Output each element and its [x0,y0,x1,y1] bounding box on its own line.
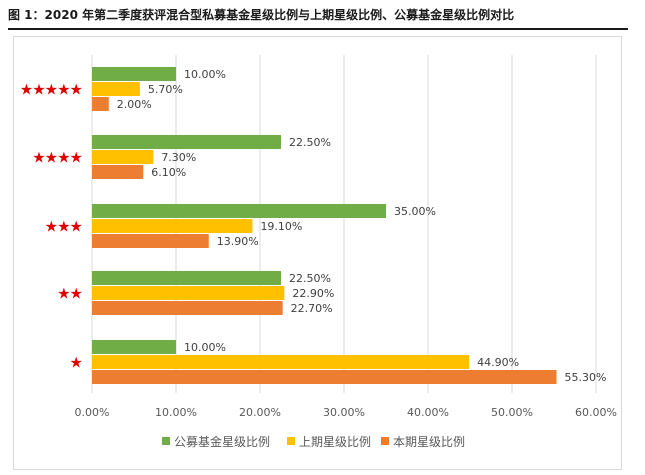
data-label: 22.50% [289,272,331,285]
category-label: ★★★★ [32,149,82,167]
data-label: 35.00% [394,205,436,218]
bar [92,355,470,369]
data-label: 22.90% [292,287,334,300]
bar [92,150,154,164]
x-tick-label: 0.00% [75,406,110,419]
x-tick-label: 40.00% [407,406,449,419]
bar [92,219,253,233]
bar [92,340,176,354]
category-label: ★★ [57,285,82,303]
category-label: ★ [70,354,83,372]
bar [92,234,209,248]
data-label: 19.10% [260,220,302,233]
x-tick-label: 10.00% [155,406,197,419]
data-label: 2.00% [117,98,152,111]
legend-swatch [162,437,170,445]
category-label: ★★★★★ [20,81,83,99]
bar [92,301,283,315]
legend-label: 公募基金星级比例 [174,434,270,449]
bar [92,135,281,149]
data-label: 55.30% [565,371,607,384]
legend-label: 上期星级比例 [299,435,371,449]
figure-title: 图 1：2020 年第二季度获评混合型私募基金星级比例与上期星级比例、公募基金星… [8,8,515,22]
bar [92,97,109,111]
legend-label: 本期星级比例 [393,435,465,449]
x-tick-label: 30.00% [323,406,365,419]
legend-swatch [287,437,295,445]
x-tick-label: 20.00% [239,406,281,419]
data-label: 10.00% [184,341,226,354]
gridlines [91,55,597,393]
bar [92,204,386,218]
data-labels: 10.00%5.70%2.00%22.50%7.30%6.10%35.00%19… [117,68,607,384]
legend-swatch [381,437,389,445]
bar [92,67,176,81]
bar [92,82,140,96]
bar [92,165,144,179]
x-tick-label: 60.00% [575,406,617,419]
data-label: 7.30% [161,151,196,164]
x-tick-label: 50.00% [491,406,533,419]
data-label: 10.00% [184,68,226,81]
bars [92,67,557,384]
data-label: 6.10% [151,166,186,179]
chart-frame [13,36,622,470]
data-label: 5.70% [148,83,183,96]
title-rule [8,28,628,30]
data-label: 13.90% [217,235,259,248]
legend: 公募基金星级比例 上期星级比例 本期星级比例 [162,434,465,449]
category-label: ★★★ [45,218,83,236]
bar [92,286,285,300]
data-label: 22.70% [291,302,333,315]
data-label: 22.50% [289,136,331,149]
bar [92,271,281,285]
category-labels: ★★★★★★★★★★★★★★★ [20,81,84,372]
bar [92,370,557,384]
data-label: 44.90% [477,356,519,369]
x-axis-ticks: 0.00% 10.00% 20.00% 30.00% 40.00% 50.00% 60.00… [75,406,617,419]
